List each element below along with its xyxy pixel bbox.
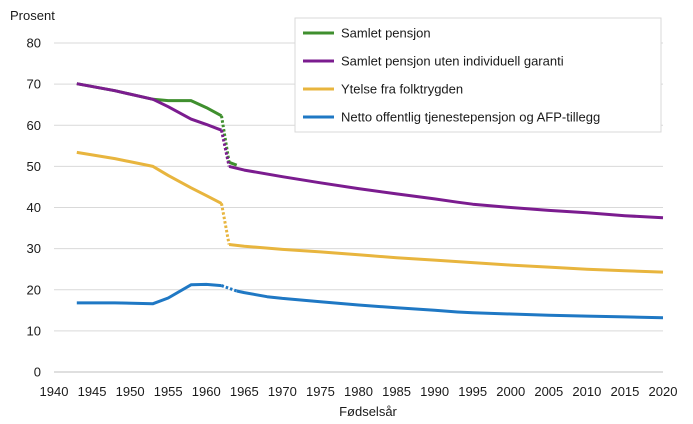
x-tick-label: 2020	[649, 384, 678, 399]
x-tick-label: 2015	[610, 384, 639, 399]
legend-label: Netto offentlig tjenestepensjon og AFP-t…	[341, 110, 600, 125]
y-tick-label: 50	[27, 159, 41, 174]
series-4-line-continued	[236, 289, 664, 320]
x-axis-title: Fødselsår	[339, 404, 397, 419]
y-axis-title: Prosent	[10, 8, 55, 23]
x-tick-label: 1995	[458, 384, 487, 399]
legend-label: Samlet pensjon uten individuell garanti	[341, 54, 564, 69]
series-3-line-continued	[228, 243, 664, 274]
legend-label: Samlet pensjon	[341, 26, 431, 41]
x-tick-labels: 1940 1945 1950 1955 1960 1965 1970 1975 1980 1985…	[40, 384, 678, 399]
y-tick-label: 30	[27, 241, 41, 256]
series-2-line	[76, 82, 223, 132]
y-tick-label: 60	[27, 118, 41, 133]
y-tick-label: 10	[27, 323, 41, 338]
legend-box	[294, 17, 662, 133]
legend-label: Ytelse fra folktrygden	[341, 82, 463, 97]
x-tick-label: 1945	[78, 384, 107, 399]
series-2-line-continued	[228, 164, 664, 220]
y-tick-label: 40	[27, 200, 41, 215]
x-tick-label: 1990	[420, 384, 449, 399]
x-tick-label: 1975	[306, 384, 335, 399]
x-tick-label: 1970	[268, 384, 297, 399]
y-tick-labels: 0 10 20 30 40 50 60 70 80	[27, 36, 41, 380]
y-tick-label: 20	[27, 282, 41, 297]
series-1-line-continued	[228, 160, 238, 167]
x-tick-label: 2010	[572, 384, 601, 399]
x-tick-label: 2000	[496, 384, 525, 399]
x-tick-label: 1950	[116, 384, 145, 399]
y-tick-label: 0	[34, 365, 41, 380]
series-2-dotted-segment	[220, 129, 231, 167]
x-tick-label: 1985	[382, 384, 411, 399]
y-tick-label: 80	[27, 36, 41, 51]
x-tick-label: 1965	[230, 384, 259, 399]
series-1-dotted-segment	[220, 115, 231, 163]
series-3-dotted-segment	[220, 203, 231, 245]
x-tick-label: 1940	[40, 384, 69, 399]
x-tick-label: 2005	[534, 384, 563, 399]
x-tick-label: 1960	[192, 384, 221, 399]
legend: Samlet pensjon Samlet pensjon uten indivi…	[294, 17, 662, 133]
x-tick-label: 1980	[344, 384, 373, 399]
series-lines	[76, 82, 664, 320]
y-tick-label: 70	[27, 77, 41, 92]
x-tick-label: 1955	[154, 384, 183, 399]
series-4-line	[76, 282, 222, 306]
series-3-line	[76, 150, 223, 205]
